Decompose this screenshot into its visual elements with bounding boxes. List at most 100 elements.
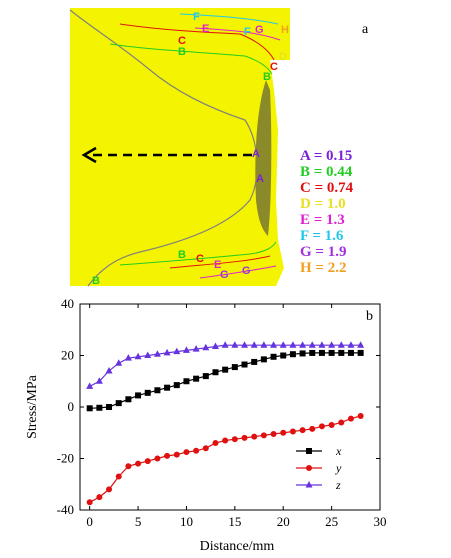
- data-point-x: [212, 369, 219, 376]
- x-tick-label: 20: [277, 514, 290, 529]
- axis-ticks: [80, 303, 381, 511]
- data-point-z: [86, 382, 94, 389]
- contour-legend-item: B = 0.44: [300, 164, 353, 180]
- data-point-x: [202, 373, 209, 380]
- data-point-y: [328, 422, 335, 429]
- direction-arrow-head: [81, 146, 97, 164]
- data-point-z: [337, 341, 345, 348]
- data-point-y: [193, 447, 200, 454]
- contour-tag: A: [256, 173, 264, 185]
- x-axis-title: Distance/mm: [200, 539, 275, 554]
- contour-f-top: [179, 13, 279, 25]
- contour-tag: C: [270, 61, 278, 73]
- series-y: [86, 413, 364, 506]
- data-point-x: [144, 389, 151, 396]
- data-point-y: [251, 433, 258, 440]
- series-x: [86, 349, 364, 412]
- contour-tag: E: [214, 259, 221, 271]
- data-point-z: [347, 341, 355, 348]
- x-tick-label: 30: [374, 514, 387, 529]
- data-point-y: [270, 431, 277, 438]
- data-point-z: [134, 352, 142, 360]
- x-tick-label: 25: [325, 514, 338, 529]
- data-point-z: [153, 350, 161, 357]
- data-point-z: [192, 345, 200, 352]
- data-point-z: [124, 354, 132, 361]
- contour-legend-item: C = 0.74: [300, 180, 354, 196]
- legend-label-x: x: [335, 444, 342, 458]
- data-point-x: [241, 361, 248, 368]
- data-point-z: [163, 348, 171, 356]
- series-z: [86, 341, 365, 389]
- data-point-z: [260, 341, 268, 348]
- data-point-y: [280, 429, 287, 436]
- data-point-z: [182, 346, 190, 353]
- data-point-z: [328, 341, 336, 348]
- data-point-x: [86, 405, 93, 412]
- data-point-y: [125, 463, 132, 470]
- data-point-y: [347, 415, 354, 422]
- contour-tag: B: [178, 249, 186, 261]
- data-point-y: [309, 425, 316, 432]
- data-point-z: [173, 347, 181, 355]
- x-tick-label: 15: [228, 514, 241, 529]
- data-point-x: [260, 356, 267, 363]
- panel-b: 0 5 10 15 20 25 30 -40 -20 0 20 40 Distance/mm Stre…: [25, 296, 387, 554]
- contour-tag: A: [252, 148, 260, 160]
- legend-marker-z: [305, 481, 313, 488]
- y-tick-label: -40: [57, 502, 74, 517]
- map-notch: [270, 60, 290, 286]
- contour-legend-item: G = 1.9: [300, 244, 346, 260]
- data-point-x: [125, 396, 132, 403]
- contour-b-top: [109, 43, 273, 75]
- data-point-y: [164, 452, 171, 459]
- data-point-x: [289, 351, 296, 358]
- contour-c-top: [119, 23, 275, 61]
- data-point-x: [222, 366, 229, 373]
- data-point-y: [135, 460, 142, 467]
- contour-tag: H: [281, 24, 289, 36]
- x-tick-label: 5: [135, 514, 142, 529]
- y-axis-title: Stress/MPa: [25, 374, 40, 439]
- data-point-y: [289, 428, 296, 435]
- data-point-y: [212, 440, 219, 447]
- contour-tag: G: [242, 265, 251, 277]
- contour-tag: B: [263, 71, 271, 83]
- contour-tag: B: [92, 275, 100, 287]
- panel-letter-b: b: [366, 309, 373, 324]
- data-point-x: [299, 350, 306, 357]
- y-tick-label: 40: [61, 296, 74, 311]
- data-point-x: [173, 382, 180, 389]
- legend-marker-x: [306, 448, 312, 454]
- data-point-z: [115, 359, 123, 366]
- data-point-y: [231, 436, 238, 443]
- series-line-y: [89, 415, 361, 503]
- series-layer: [86, 341, 365, 506]
- data-point-y: [173, 451, 180, 458]
- data-point-x: [96, 404, 103, 411]
- panel-letter-a: a: [362, 22, 369, 37]
- data-point-x: [347, 349, 354, 356]
- data-point-z: [250, 341, 258, 348]
- data-point-z: [144, 351, 152, 358]
- data-point-x: [193, 375, 200, 382]
- data-point-z: [279, 341, 287, 348]
- contour-tag: G: [255, 24, 264, 36]
- data-point-z: [308, 341, 316, 348]
- x-tick-label: 10: [180, 514, 193, 529]
- data-point-z: [202, 343, 210, 351]
- data-point-x: [280, 352, 287, 359]
- data-point-z: [270, 341, 278, 348]
- data-point-z: [289, 341, 297, 348]
- data-point-y: [96, 494, 103, 501]
- data-point-x: [164, 384, 171, 391]
- data-point-z: [221, 341, 229, 348]
- data-point-x: [251, 358, 258, 365]
- data-point-z: [241, 341, 249, 348]
- data-point-z: [105, 366, 113, 374]
- data-point-y: [86, 499, 93, 506]
- contour-e-top: [194, 27, 281, 41]
- contour-legend-item: D = 1.0: [300, 196, 346, 212]
- data-point-y: [299, 427, 306, 434]
- data-point-z: [231, 341, 239, 348]
